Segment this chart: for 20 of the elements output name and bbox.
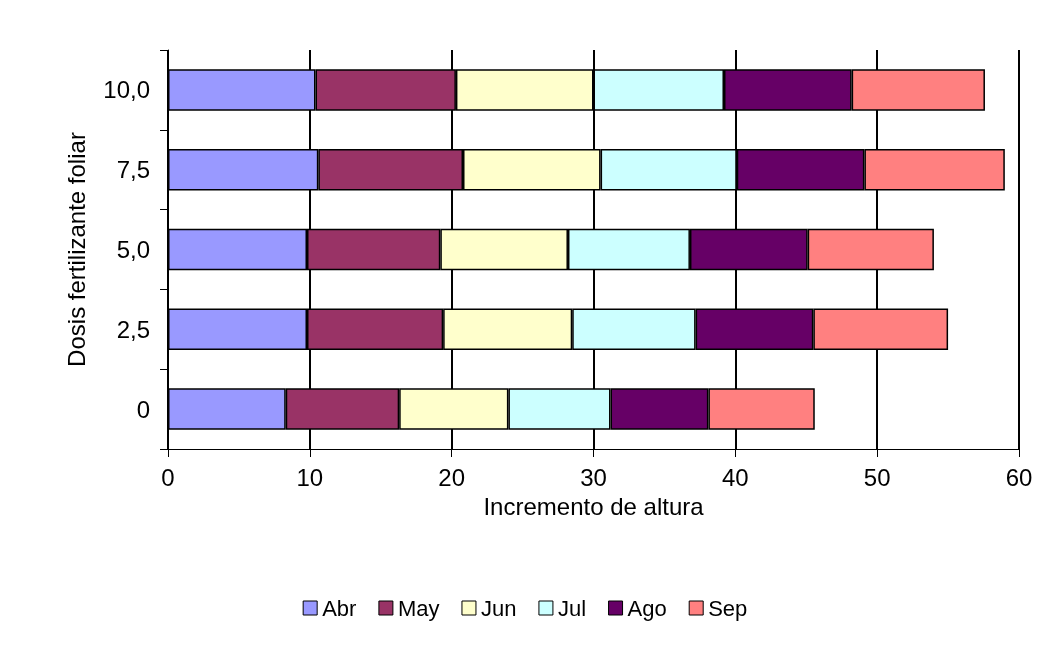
x-tick-label: 40 [721, 463, 749, 491]
legend-label: May [397, 595, 440, 621]
legend-label: Sep [708, 595, 748, 621]
legend-label: Jun [480, 595, 517, 621]
y-tick-label: 5,0 [116, 236, 150, 263]
legend-label: Abr [322, 595, 357, 621]
legend-label: Jul [557, 595, 587, 621]
x-tick-label: 60 [1005, 463, 1033, 491]
y-tick-label: 7,5 [116, 156, 150, 184]
y-tick-label: 0 [136, 395, 150, 423]
x-tick-label: 10 [296, 463, 324, 491]
x-tick-label: 50 [863, 463, 891, 491]
x-axis-title: Incremento de altura [483, 492, 705, 520]
y-axis-title: Dosis fertilizante foliar [62, 132, 90, 367]
x-tick-label: 0 [161, 463, 175, 491]
x-tick-label: 20 [438, 463, 466, 491]
x-tick-label: 30 [580, 463, 607, 491]
y-tick-label: 2,5 [116, 315, 150, 343]
legend-label: Ago [627, 595, 667, 621]
y-tick-label: 10,0 [103, 76, 150, 104]
